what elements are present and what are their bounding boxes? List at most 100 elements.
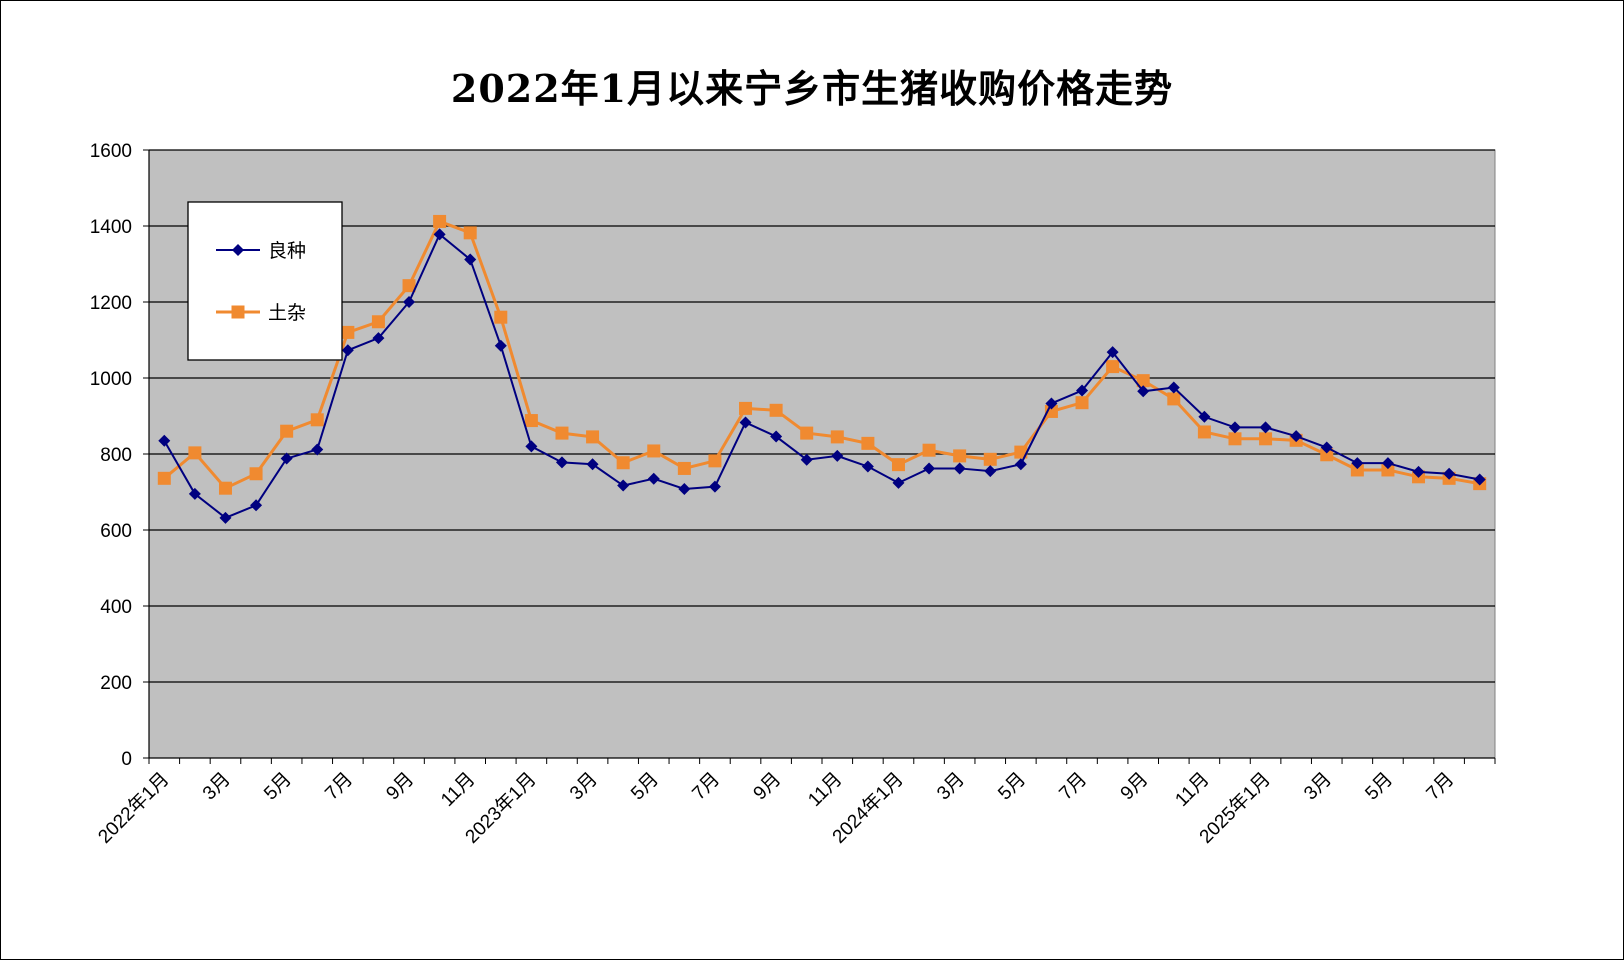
data-point (1228, 421, 1241, 434)
data-point (219, 511, 232, 524)
data-point (433, 214, 447, 228)
series-layer (157, 214, 1487, 524)
y-tick-label: 1200 (90, 293, 132, 314)
data-point (677, 461, 691, 475)
data-point (1136, 374, 1150, 388)
data-point (1259, 432, 1273, 446)
data-point (1075, 396, 1089, 410)
data-point (250, 499, 263, 512)
data-point (188, 487, 201, 500)
x-tick-label: 7月 (1055, 769, 1091, 805)
data-point (861, 436, 875, 450)
data-point (372, 332, 385, 345)
data-point (341, 325, 355, 339)
data-point (1198, 410, 1211, 423)
data-point (800, 426, 814, 440)
data-point (1167, 392, 1181, 406)
gridlines (149, 149, 1495, 683)
data-point (1106, 346, 1119, 359)
y-tick-label: 200 (100, 673, 132, 694)
data-point (524, 414, 538, 428)
data-point (494, 310, 508, 324)
data-point (494, 339, 507, 352)
data-point (433, 228, 446, 241)
y-tick-label: 1600 (90, 141, 132, 162)
data-point (1350, 463, 1364, 477)
data-point (861, 460, 874, 473)
data-point (953, 449, 967, 463)
x-tick-label: 3月 (933, 769, 969, 805)
data-point (464, 253, 477, 266)
x-tick-label: 7月 (321, 769, 357, 805)
data-point (922, 443, 936, 457)
data-point (341, 344, 354, 357)
x-tick-label: 5月 (994, 769, 1030, 805)
data-point (708, 454, 722, 468)
data-point (280, 424, 294, 438)
data-point (770, 430, 783, 443)
x-tick-label: 9月 (382, 769, 418, 805)
legend-marker (231, 305, 245, 319)
x-tick-label: 3月 (1300, 769, 1336, 805)
data-point (1412, 465, 1425, 478)
x-tick-label: 5月 (1361, 769, 1397, 805)
data-point (1381, 457, 1394, 470)
x-tick-label: 5月 (260, 769, 296, 805)
data-point (371, 315, 385, 329)
data-point (1351, 457, 1364, 470)
data-point (1014, 458, 1027, 471)
data-point (555, 456, 568, 469)
data-point (923, 462, 936, 475)
data-point (739, 416, 752, 429)
data-point (280, 452, 293, 465)
data-point (892, 476, 905, 489)
data-point (891, 458, 905, 472)
data-point (1045, 397, 1058, 410)
y-tick-label: 600 (100, 521, 132, 542)
data-point (1106, 360, 1120, 374)
y-tick-label: 800 (100, 445, 132, 466)
x-tick-label: 9月 (1117, 769, 1153, 805)
data-point (617, 479, 630, 492)
legend-marker (232, 244, 244, 256)
series-diamond (158, 228, 1486, 524)
data-point (1320, 448, 1334, 462)
legend-label: 土杂 (268, 302, 306, 324)
data-point (1014, 445, 1028, 459)
data-point (616, 456, 630, 470)
x-tick-label: 3月 (566, 769, 602, 805)
data-point (983, 452, 997, 466)
data-point (1381, 463, 1395, 477)
data-point (403, 296, 416, 308)
data-point (984, 465, 997, 478)
data-point (1473, 473, 1486, 486)
data-point (800, 453, 813, 466)
data-point (678, 482, 691, 495)
data-point (586, 458, 599, 471)
legend-label: 良种 (268, 240, 306, 262)
data-point (769, 403, 783, 417)
data-point (463, 226, 477, 240)
data-point (158, 434, 171, 447)
x-tick-label: 3月 (199, 769, 235, 805)
data-point (218, 481, 232, 495)
data-point (555, 426, 569, 440)
y-tick-label: 1400 (90, 217, 132, 238)
data-point (1167, 381, 1180, 394)
x-tick-label: 5月 (627, 769, 663, 805)
data-point (402, 279, 416, 293)
chart-title: 2022年1月以来宁乡市生猪收购价格走势 (450, 66, 1174, 111)
data-point (953, 462, 966, 475)
data-point (311, 443, 324, 456)
series-square (157, 214, 1487, 495)
x-tick-label: 11月 (1171, 769, 1213, 811)
data-point (157, 471, 171, 485)
data-point (1076, 384, 1089, 397)
data-point (1197, 425, 1211, 439)
x-tick-label: 9月 (750, 769, 786, 805)
data-point (1443, 467, 1456, 480)
x-tick-label: 2022年1月 (94, 768, 174, 848)
y-tick-label: 1000 (90, 369, 132, 390)
x-tick-label: 11月 (804, 769, 846, 811)
